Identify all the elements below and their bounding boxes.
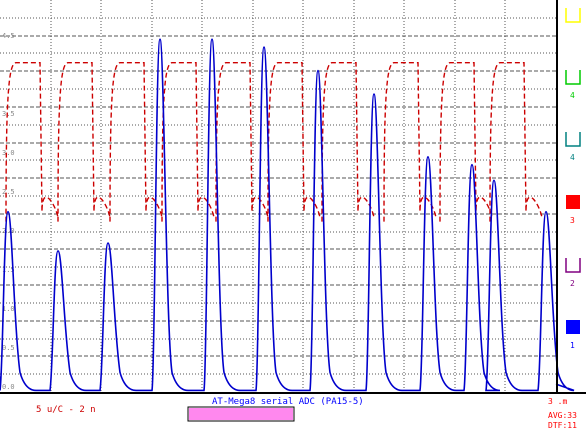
y-tick-label: 0.5: [2, 344, 15, 352]
traces: [0, 38, 575, 392]
y-tick-label: 1.5: [2, 266, 15, 274]
scale-label: 5 u/C - 2 n: [36, 405, 96, 415]
channel-swatch[interactable]: [565, 8, 581, 23]
plot-grid: [0, 0, 556, 392]
avg-label: AVG:33: [548, 411, 577, 420]
channel-1-trace: [0, 38, 575, 392]
progress-fill: [189, 408, 293, 420]
channel-2-toggle[interactable]: 2: [565, 258, 581, 288]
y-tick-label: 4.5: [2, 32, 15, 40]
channel-label: 2: [570, 279, 575, 288]
channel-swatch[interactable]: [565, 70, 581, 85]
y-tick-label: 1.0: [2, 305, 15, 313]
channel-3b-toggle[interactable]: 4: [565, 132, 581, 162]
channel-1-toggle[interactable]: 1: [566, 320, 580, 350]
channel-swatch[interactable]: [566, 320, 580, 334]
channel-label: 4: [570, 91, 575, 100]
bottom-border: [0, 392, 586, 394]
window-title: AT-Mega8 serial ADC (PA15-5): [212, 397, 364, 407]
channel-5-toggle[interactable]: [565, 8, 581, 23]
channel-3-trace: [5, 62, 543, 222]
channel-swatch[interactable]: [565, 132, 581, 147]
right-top-label: 3 .m: [548, 397, 567, 406]
dtf-label: DTF:11: [548, 421, 577, 430]
right-border: [556, 0, 558, 394]
channel-swatch[interactable]: [565, 258, 581, 273]
channel-4-toggle[interactable]: 4: [565, 70, 581, 100]
channel-selector[interactable]: 4 4 3 2 1: [565, 8, 581, 350]
channel-swatch[interactable]: [566, 195, 580, 209]
y-tick-label: 2.5: [2, 188, 15, 196]
y-tick-label: 2.0: [2, 227, 15, 235]
y-tick-label: 3.5: [2, 110, 15, 118]
y-tick-label: 0.0: [2, 383, 15, 391]
y-tick-labels: 4.5 3.5 3.0 2.5 2.0 1.5 1.0 0.5 0.0: [2, 32, 15, 391]
channel-label: 4: [570, 153, 575, 162]
channel-3-toggle[interactable]: 3: [566, 195, 580, 225]
channel-label: 1: [570, 341, 575, 350]
channel-label: 3: [570, 216, 575, 225]
y-tick-label: 3.0: [2, 149, 15, 157]
